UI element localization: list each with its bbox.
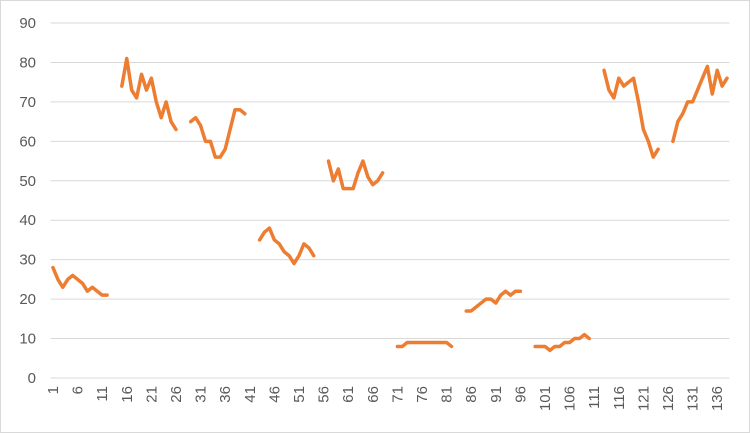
x-tick-label: 101	[537, 386, 554, 411]
y-tick-label: 90	[19, 15, 36, 32]
x-tick-label: 21	[143, 386, 160, 403]
y-tick-label: 0	[28, 370, 36, 387]
y-tick-label: 70	[19, 94, 36, 111]
x-tick-label: 36	[217, 386, 234, 403]
x-tick-label: 76	[414, 386, 431, 403]
x-tick-label: 96	[512, 386, 529, 403]
x-tick-label: 31	[193, 386, 210, 403]
x-tick-label: 106	[562, 386, 579, 411]
x-tick-label: 26	[168, 386, 185, 403]
x-tick-label: 61	[340, 386, 357, 403]
x-tick-label: 91	[488, 386, 505, 403]
x-tick-label: 136	[709, 386, 726, 411]
y-tick-label: 60	[19, 133, 36, 150]
x-tick-label: 11	[94, 386, 111, 402]
x-tick-label: 121	[635, 386, 652, 411]
x-tick-label: 81	[439, 386, 456, 403]
y-tick-label: 80	[19, 54, 36, 71]
x-tick-label: 1	[45, 386, 62, 394]
x-tick-label: 71	[389, 386, 406, 403]
y-tick-label: 10	[19, 331, 36, 348]
x-tick-label: 56	[316, 386, 333, 403]
x-tick-label: 6	[70, 386, 87, 394]
x-tick-label: 126	[660, 386, 677, 411]
y-tick-label: 30	[19, 252, 36, 269]
x-tick-label: 131	[685, 386, 702, 411]
y-tick-label: 20	[19, 291, 36, 308]
x-tick-label: 111	[586, 386, 603, 409]
x-tick-label: 116	[611, 386, 628, 410]
x-tick-label: 66	[365, 386, 382, 403]
data-line	[51, 56, 729, 353]
y-tick-label: 50	[19, 173, 36, 190]
x-tick-label: 86	[463, 386, 480, 403]
x-tick-label: 16	[119, 386, 136, 403]
x-tick-label: 46	[266, 386, 283, 403]
x-tick-label: 41	[242, 386, 259, 403]
y-tick-label: 40	[19, 212, 36, 229]
x-tick-label: 51	[291, 386, 308, 403]
